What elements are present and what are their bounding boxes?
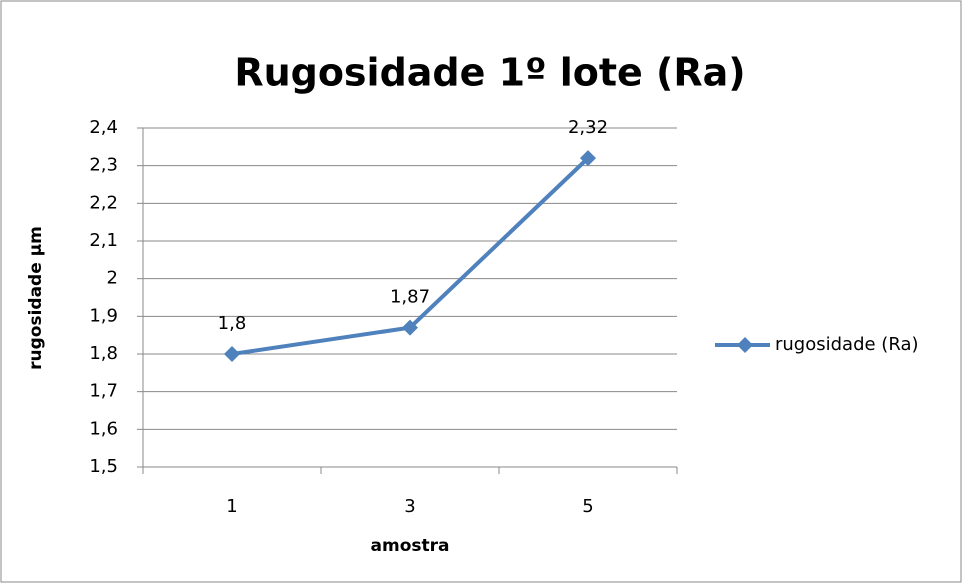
y-tick-label: 2,1 xyxy=(89,230,118,251)
y-tick-label: 2 xyxy=(107,268,118,289)
data-point xyxy=(580,150,596,167)
x-tick-label: 1 xyxy=(226,496,237,517)
chart-title: Rugosidade 1º lote (Ra) xyxy=(234,51,745,95)
y-tick-label: 2,3 xyxy=(89,155,118,176)
y-axis-label: rugosidade µm xyxy=(26,226,46,370)
y-tick-label: 1,9 xyxy=(89,305,118,326)
y-tick-label: 1,7 xyxy=(89,381,118,402)
y-tick-label: 2,2 xyxy=(89,192,118,213)
y-tick-label: 1,6 xyxy=(89,418,118,439)
legend-label: rugosidade (Ra) xyxy=(775,334,919,355)
data-label: 1,8 xyxy=(218,313,247,334)
y-tick-label: 1,5 xyxy=(89,456,118,477)
data-point xyxy=(402,319,418,336)
legend-marker xyxy=(737,337,753,353)
x-axis-label: amostra xyxy=(371,536,450,556)
y-tick-label: 1,8 xyxy=(89,343,118,364)
data-point xyxy=(224,346,240,362)
y-tick-label: 2,4 xyxy=(89,117,118,138)
data-label: 2,32 xyxy=(568,117,608,138)
x-tick-label: 5 xyxy=(582,496,593,517)
data-label: 1,87 xyxy=(390,287,430,308)
x-tick-label: 3 xyxy=(404,496,415,517)
